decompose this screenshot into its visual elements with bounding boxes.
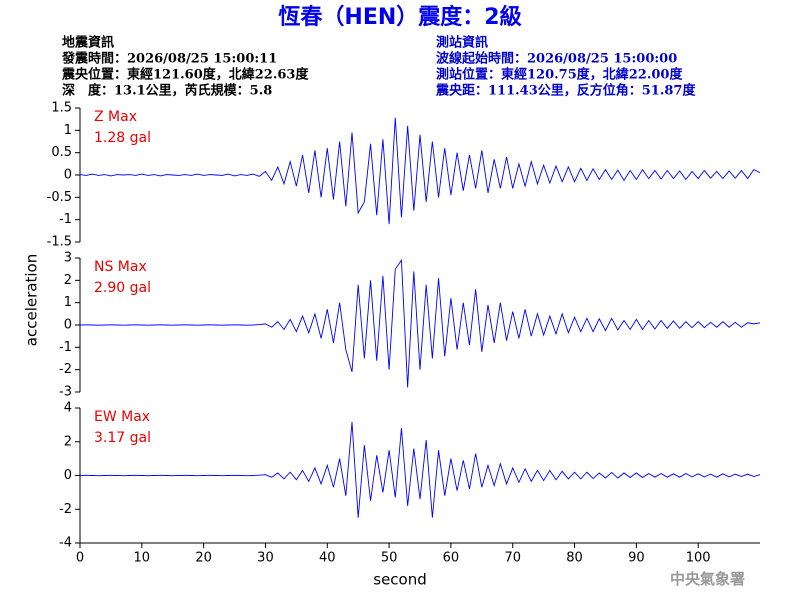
x-tick-label: 10: [134, 551, 151, 566]
y-tick-label: 4: [64, 401, 72, 416]
annotation: NS Max: [94, 259, 147, 275]
y-tick-label: -3: [59, 385, 72, 400]
y-tick-label: -1.5: [47, 235, 72, 250]
y-tick-label: -4: [59, 536, 72, 551]
y-tick-label: -1: [59, 212, 72, 227]
x-axis-label: second: [373, 571, 427, 589]
y-tick-label: -2: [59, 502, 72, 517]
y-tick-label: 1.5: [51, 101, 72, 116]
info-line: 震央距：111.43公里，反方位角：51.87度: [435, 83, 696, 99]
waveform: [79, 421, 761, 518]
y-tick-label: 1: [64, 123, 72, 138]
annotation: 2.90 gal: [94, 280, 151, 296]
x-tick-label: 30: [257, 551, 274, 566]
y-tick-label: -2: [59, 362, 72, 377]
y-tick-label: 1: [64, 295, 72, 310]
info-line: 發震時間：2026/08/25 15:00:11: [61, 51, 277, 67]
x-tick-label: 80: [566, 551, 583, 566]
info-line: 震央位置：東經121.60度，北緯22.63度: [61, 67, 309, 83]
footer: 中央氣象署: [670, 570, 745, 588]
station-info: 測站資訊 波線起始時間：2026/08/25 15:00:00 測站位置：東經1…: [435, 35, 696, 99]
y-tick-label: 2: [64, 434, 72, 449]
x-tick-label: 20: [195, 551, 212, 566]
y-tick-label: -0.5: [47, 190, 72, 205]
annotation: Z Max: [94, 109, 137, 125]
info-line: 深 度：13.1公里，芮氏規模：5.8: [62, 83, 272, 99]
event-info: 地震資訊 發震時間：2026/08/25 15:00:11 震央位置：東經121…: [61, 35, 309, 99]
x-tick-label: 90: [628, 551, 645, 566]
info-line: 波線起始時間：2026/08/25 15:00:00: [436, 51, 677, 67]
y-tick-label: 2: [64, 273, 72, 288]
x-tick-label: 70: [504, 551, 521, 566]
y-tick-label: -1: [59, 340, 72, 355]
x-tick-label: 60: [443, 551, 460, 566]
y-tick-label: 0: [64, 318, 72, 333]
title: 恆春（HEN）震度：2級: [278, 4, 521, 30]
info-line: 測站資訊: [436, 35, 488, 51]
annotation: 3.17 gal: [94, 430, 151, 446]
x-tick-label: 40: [319, 551, 336, 566]
y-tick-label: 0.5: [51, 145, 72, 160]
annotation: 1.28 gal: [94, 130, 151, 146]
y-tick-label: 0: [64, 468, 72, 483]
info-line: 測站位置：東經120.75度，北緯22.00度: [436, 67, 683, 83]
y-tick-label: 0: [64, 168, 72, 183]
x-tick-label: 50: [381, 551, 398, 566]
x-tick-label: 100: [686, 551, 711, 566]
waveform: [79, 258, 761, 388]
y-tick-label: 3: [64, 251, 72, 266]
y-axis-label: acceleration: [23, 254, 41, 346]
x-tick-label: 0: [76, 551, 84, 566]
annotation: EW Max: [94, 409, 150, 425]
info-line: 地震資訊: [62, 35, 114, 51]
waveform: [79, 117, 761, 225]
